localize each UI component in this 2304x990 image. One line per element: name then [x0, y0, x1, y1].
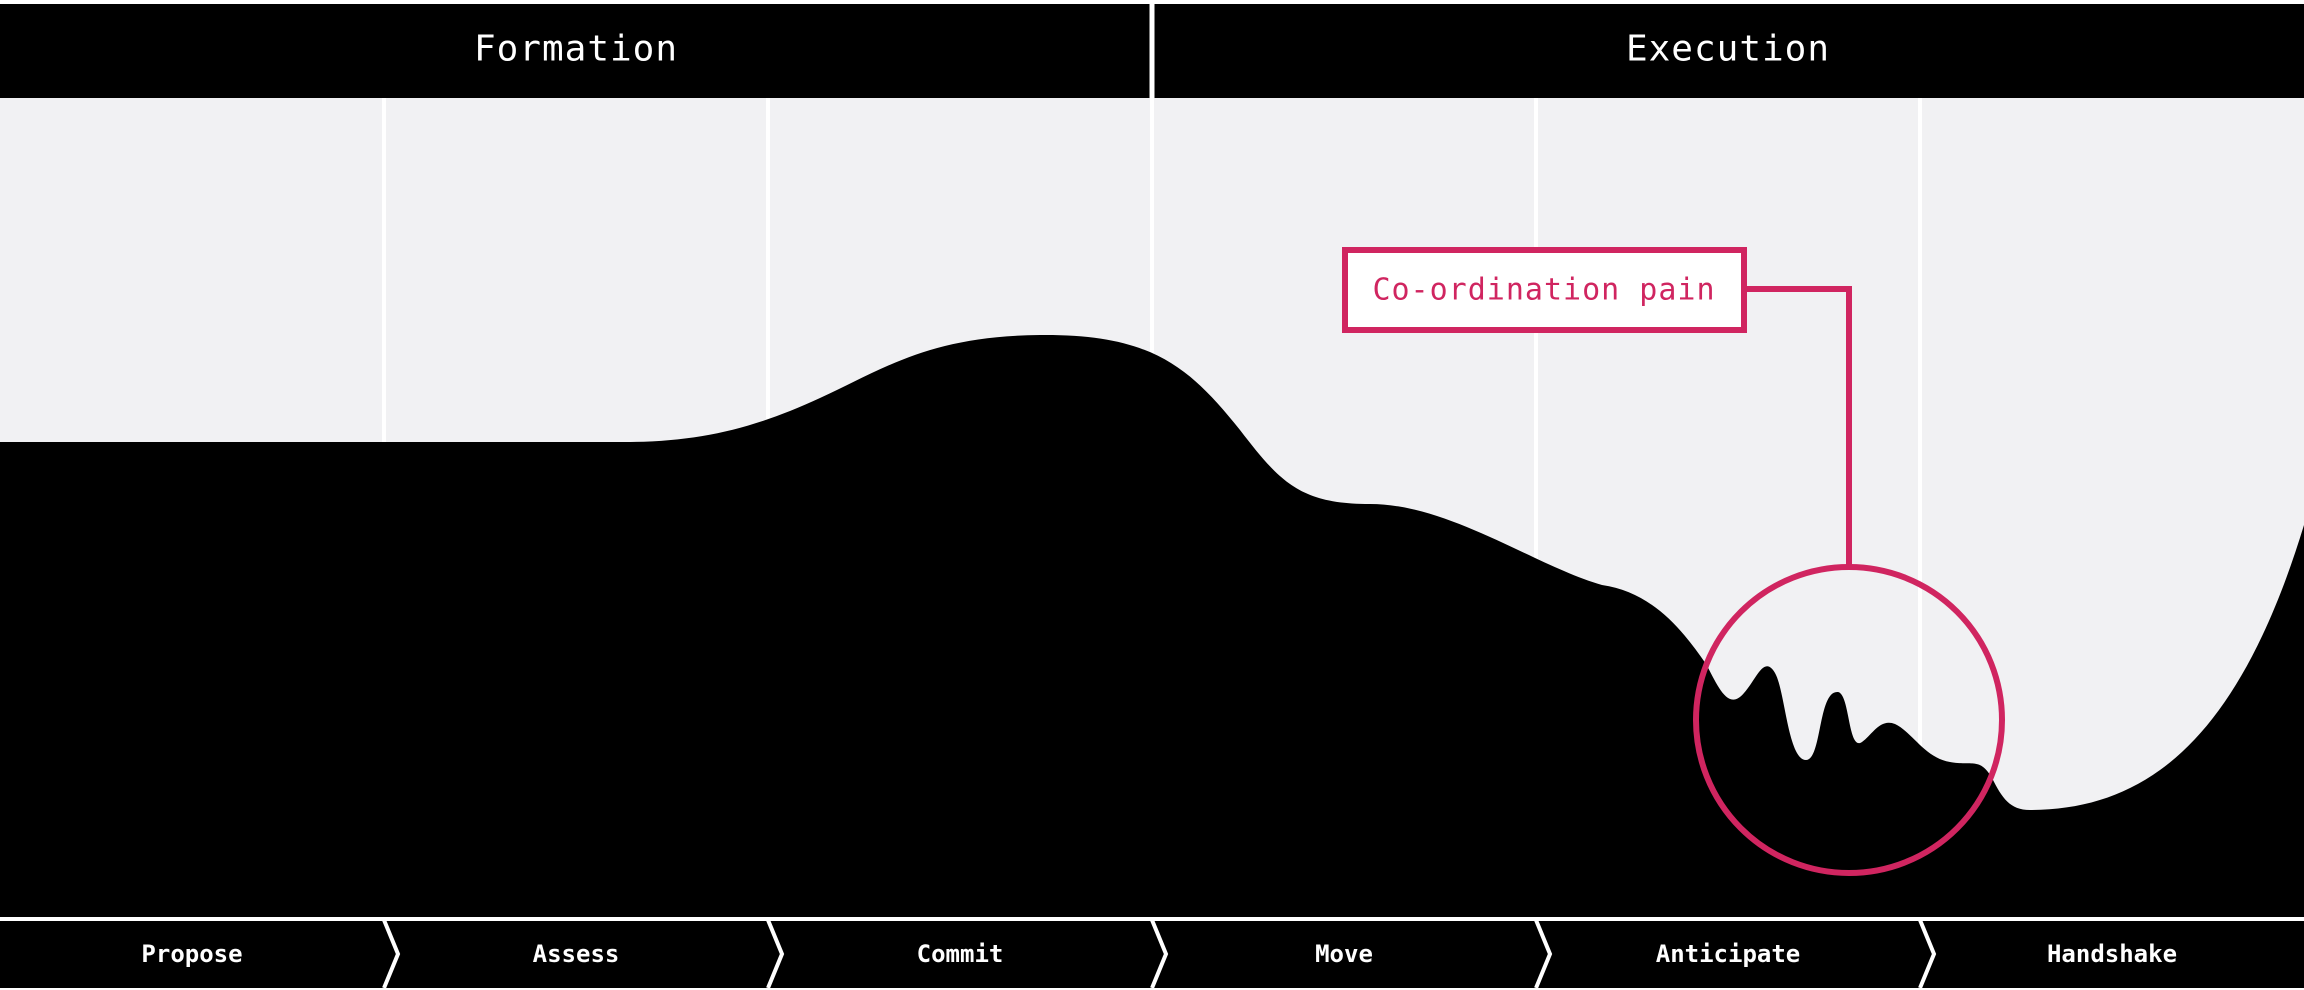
step-chevron: [382, 919, 401, 989]
phase-label-formation: Formation: [474, 29, 678, 70]
step-chevron: [1918, 919, 1937, 989]
step-commit: Commit: [917, 940, 1004, 968]
callout-leader-line: [1744, 286, 1852, 567]
coordination-pain-callout: Co-ordination pain: [1342, 247, 2005, 876]
step-assess: Assess: [533, 940, 620, 968]
step-propose: Propose: [141, 940, 242, 968]
steps-bar-background: [0, 920, 2304, 988]
callout-box: [1342, 247, 1747, 333]
step-chevron: [1534, 919, 1553, 989]
callout-label: Co-ordination pain: [1372, 273, 1715, 308]
step-anticipate: Anticipate: [1656, 940, 1801, 968]
step-chevron: [1150, 919, 1169, 989]
step-move: Move: [1315, 940, 1373, 968]
step-chevrons: [382, 919, 1937, 989]
phase-label-execution: Execution: [1626, 29, 1830, 70]
step-chevron: [766, 919, 785, 989]
effort-curve-area: [0, 334, 2304, 918]
step-handshake: Handshake: [2047, 940, 2177, 968]
